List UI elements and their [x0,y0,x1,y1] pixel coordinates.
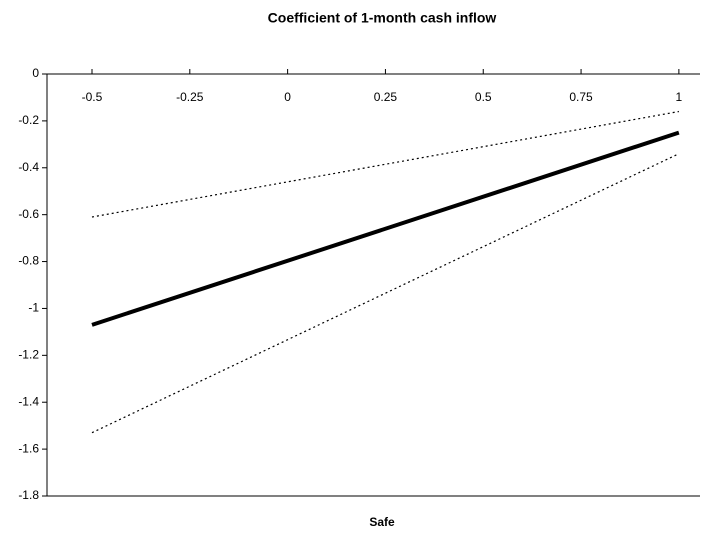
series-line [91,153,680,434]
y-tick-label: -1 [28,301,39,315]
chart-title: Coefficient of 1-month cash inflow [268,10,497,26]
y-tick-label: -0.4 [18,160,39,174]
y-tick-label: -1.4 [18,394,39,408]
series-line [91,110,679,218]
x-tick-label: 0 [284,90,291,104]
x-tick-label: -0.5 [82,90,103,104]
y-tick-label: -0.8 [18,254,39,268]
x-axis-label: Safe [369,515,395,529]
y-tick-label: -1.2 [18,348,39,362]
y-tick-label: -0.6 [18,207,39,221]
y-tick-label: -1.6 [18,441,39,455]
y-tick-label: -0.2 [18,113,39,127]
y-tick-label: -1.8 [18,488,39,502]
x-tick-label: -0.25 [176,90,204,104]
x-tick-label: 0.25 [374,90,398,104]
x-tick-label: 1 [676,90,683,104]
x-tick-label: 0.75 [569,90,593,104]
y-tick-label: 0 [32,66,39,80]
series-line [91,130,680,327]
x-tick-label: 0.5 [475,90,492,104]
